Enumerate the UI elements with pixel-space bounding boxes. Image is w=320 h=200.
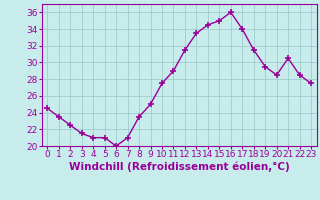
- X-axis label: Windchill (Refroidissement éolien,°C): Windchill (Refroidissement éolien,°C): [69, 162, 290, 172]
